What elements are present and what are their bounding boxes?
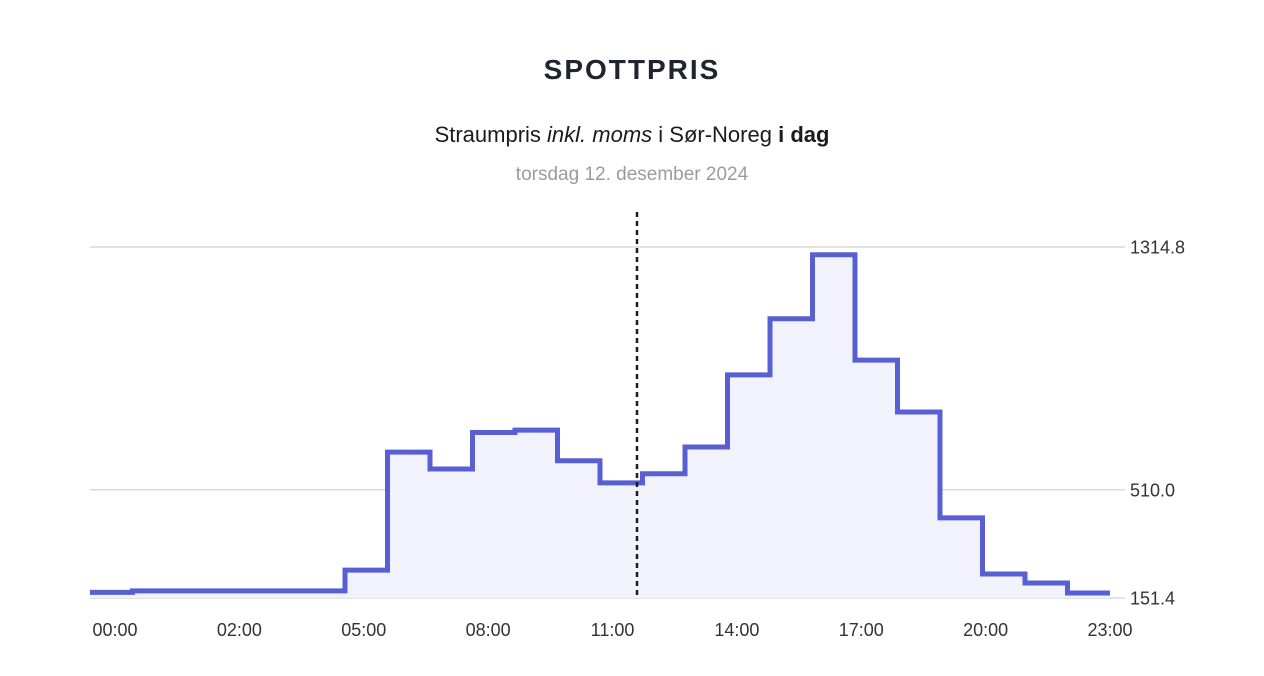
x-tick-label: 08:00 [466,620,511,640]
x-tick-label: 17:00 [839,620,884,640]
subtitle-middle: i Sør-Noreg [652,122,779,147]
x-tick-label: 05:00 [341,620,386,640]
y-tick-label: 151.4 [1130,589,1175,609]
x-tick-label: 20:00 [963,620,1008,640]
chart-subtitle: Straumpris inkl. moms i Sør-Noreg i dag [0,122,1264,148]
price-area-fill [90,254,1110,599]
y-tick-label: 510.0 [1130,480,1175,500]
x-tick-label: 02:00 [217,620,262,640]
x-tick-label: 14:00 [714,620,759,640]
chart-date: torsdag 12. desember 2024 [515,164,749,185]
x-tick-label: 23:00 [1087,620,1132,640]
x-tick-label: 11:00 [591,620,635,640]
subtitle-bold: i dag [778,122,830,147]
y-tick-label: 1314.8 [1130,238,1185,258]
price-step-line [90,252,1110,596]
subtitle-italic: inkl. moms [547,122,653,147]
subtitle-prefix: Straumpris [434,122,548,147]
x-tick-label: 00:00 [92,620,137,640]
page-title: SPOTTPRIS [543,54,721,85]
